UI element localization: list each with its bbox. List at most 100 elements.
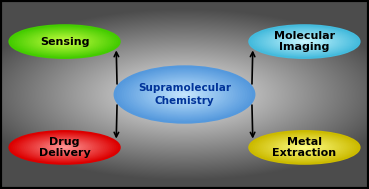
Ellipse shape bbox=[175, 91, 194, 98]
Ellipse shape bbox=[63, 41, 66, 42]
Ellipse shape bbox=[124, 70, 245, 119]
Ellipse shape bbox=[48, 143, 81, 152]
Ellipse shape bbox=[117, 67, 252, 122]
Ellipse shape bbox=[297, 145, 312, 150]
Ellipse shape bbox=[161, 85, 208, 104]
Ellipse shape bbox=[55, 145, 74, 150]
Ellipse shape bbox=[26, 30, 103, 53]
Ellipse shape bbox=[280, 34, 328, 49]
Ellipse shape bbox=[260, 28, 349, 55]
Ellipse shape bbox=[46, 36, 83, 47]
Ellipse shape bbox=[256, 27, 352, 56]
Text: Drug
Delivery: Drug Delivery bbox=[39, 137, 90, 158]
Ellipse shape bbox=[173, 90, 196, 99]
Ellipse shape bbox=[249, 25, 360, 58]
Ellipse shape bbox=[258, 134, 351, 161]
Ellipse shape bbox=[282, 141, 327, 154]
Ellipse shape bbox=[286, 142, 323, 153]
Ellipse shape bbox=[262, 135, 347, 160]
Ellipse shape bbox=[149, 80, 220, 109]
Ellipse shape bbox=[255, 27, 354, 57]
Ellipse shape bbox=[121, 69, 248, 120]
Ellipse shape bbox=[37, 139, 92, 156]
Ellipse shape bbox=[9, 131, 120, 164]
Ellipse shape bbox=[52, 38, 77, 45]
Text: Supramolecular
Chemistry: Supramolecular Chemistry bbox=[138, 83, 231, 106]
Ellipse shape bbox=[253, 26, 356, 57]
Ellipse shape bbox=[182, 94, 187, 95]
Ellipse shape bbox=[59, 146, 70, 149]
Ellipse shape bbox=[258, 28, 351, 55]
Ellipse shape bbox=[282, 35, 327, 48]
Ellipse shape bbox=[288, 143, 321, 152]
Ellipse shape bbox=[269, 31, 339, 52]
Ellipse shape bbox=[17, 27, 113, 56]
Ellipse shape bbox=[44, 36, 85, 48]
Ellipse shape bbox=[33, 32, 96, 51]
Ellipse shape bbox=[293, 144, 315, 151]
Ellipse shape bbox=[303, 147, 306, 148]
Ellipse shape bbox=[152, 81, 217, 108]
Ellipse shape bbox=[41, 34, 89, 49]
Ellipse shape bbox=[41, 140, 89, 155]
Ellipse shape bbox=[154, 82, 215, 107]
Ellipse shape bbox=[266, 30, 343, 53]
Ellipse shape bbox=[280, 140, 328, 155]
Ellipse shape bbox=[163, 86, 206, 103]
Ellipse shape bbox=[52, 144, 77, 151]
Ellipse shape bbox=[299, 146, 310, 149]
Ellipse shape bbox=[126, 71, 243, 118]
Ellipse shape bbox=[31, 138, 98, 157]
Ellipse shape bbox=[31, 32, 98, 52]
Ellipse shape bbox=[28, 31, 101, 53]
Ellipse shape bbox=[35, 139, 94, 156]
Ellipse shape bbox=[48, 37, 81, 46]
Text: Sensing: Sensing bbox=[40, 37, 89, 46]
Ellipse shape bbox=[284, 141, 325, 153]
Ellipse shape bbox=[50, 143, 79, 152]
Ellipse shape bbox=[138, 76, 231, 113]
Ellipse shape bbox=[170, 89, 199, 100]
Ellipse shape bbox=[133, 74, 236, 115]
Ellipse shape bbox=[288, 37, 321, 46]
Ellipse shape bbox=[42, 35, 87, 48]
Ellipse shape bbox=[156, 83, 213, 106]
Ellipse shape bbox=[42, 141, 87, 154]
Ellipse shape bbox=[119, 68, 250, 121]
Ellipse shape bbox=[28, 136, 101, 158]
Ellipse shape bbox=[131, 73, 238, 116]
Ellipse shape bbox=[11, 131, 118, 163]
Ellipse shape bbox=[303, 41, 306, 42]
Ellipse shape bbox=[264, 135, 345, 160]
Ellipse shape bbox=[286, 36, 323, 47]
Ellipse shape bbox=[20, 134, 109, 161]
Ellipse shape bbox=[63, 147, 66, 148]
Ellipse shape bbox=[35, 33, 94, 50]
Ellipse shape bbox=[147, 79, 222, 110]
Ellipse shape bbox=[61, 40, 68, 43]
Ellipse shape bbox=[30, 31, 100, 52]
Ellipse shape bbox=[255, 132, 354, 162]
Ellipse shape bbox=[11, 26, 118, 58]
Ellipse shape bbox=[37, 33, 92, 50]
Ellipse shape bbox=[39, 140, 90, 155]
Ellipse shape bbox=[180, 93, 189, 96]
Ellipse shape bbox=[15, 27, 114, 57]
Ellipse shape bbox=[55, 39, 74, 44]
Ellipse shape bbox=[253, 132, 356, 163]
Ellipse shape bbox=[284, 36, 325, 48]
Ellipse shape bbox=[13, 132, 116, 163]
Ellipse shape bbox=[290, 37, 319, 46]
Ellipse shape bbox=[17, 133, 113, 162]
Ellipse shape bbox=[15, 132, 114, 162]
Ellipse shape bbox=[277, 139, 332, 156]
Ellipse shape bbox=[24, 29, 105, 54]
Ellipse shape bbox=[24, 135, 105, 160]
Ellipse shape bbox=[20, 28, 109, 55]
Ellipse shape bbox=[9, 25, 120, 58]
Ellipse shape bbox=[177, 92, 192, 97]
Ellipse shape bbox=[22, 29, 107, 54]
Ellipse shape bbox=[57, 145, 72, 150]
Ellipse shape bbox=[128, 72, 241, 117]
Ellipse shape bbox=[268, 31, 341, 53]
